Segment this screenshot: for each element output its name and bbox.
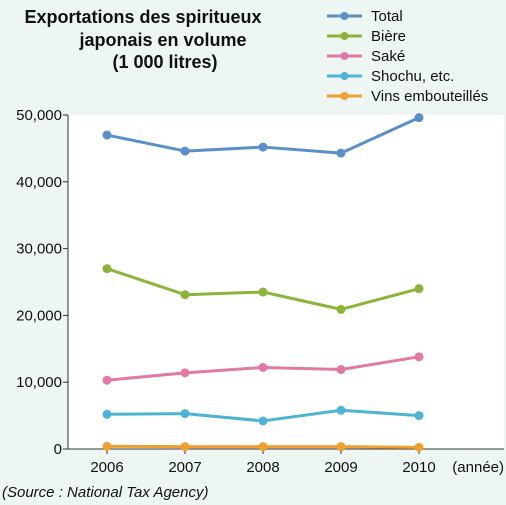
x-tick-label: 2007 — [168, 459, 201, 476]
x-axis-unit-label: (année) — [452, 459, 504, 476]
y-axis: 0 10,000 20,000 30,000 40,000 50,000 — [16, 107, 69, 458]
data-point — [180, 409, 190, 419]
chart-title-line-2: japonais en volume — [78, 30, 246, 50]
data-point — [414, 442, 424, 452]
data-point — [258, 442, 268, 452]
y-tick-label: 0 — [54, 441, 62, 458]
data-point — [180, 368, 190, 378]
data-point — [336, 365, 346, 375]
legend-swatch-marker — [340, 52, 349, 60]
chart-title-line-1: Exportations des spiritueux — [24, 7, 261, 27]
legend-label: Shochu, etc. — [371, 68, 454, 85]
series-bi-re — [102, 264, 424, 314]
x-tick-label: 2009 — [324, 459, 357, 476]
data-point — [336, 405, 346, 415]
legend-label: Bière — [371, 28, 406, 45]
data-point — [102, 409, 112, 419]
data-point — [180, 146, 190, 156]
data-point — [258, 287, 268, 297]
data-point — [180, 442, 190, 452]
x-axis: 2006 2007 2008 2009 2010 (année) — [68, 448, 504, 476]
data-point — [414, 352, 424, 362]
series-vins-embouteill-s — [102, 441, 424, 452]
data-point — [414, 411, 424, 421]
data-point — [180, 290, 190, 300]
data-point — [102, 130, 112, 140]
y-tick-label: 10,000 — [16, 374, 62, 391]
chart-title-line-3: (1 000 litres) — [112, 52, 217, 72]
y-tick-label: 20,000 — [16, 307, 62, 324]
data-point — [102, 441, 112, 451]
data-point — [414, 113, 424, 123]
legend-item: Saké — [327, 48, 405, 65]
x-tick-label: 2010 — [402, 459, 435, 476]
plot-area — [68, 115, 504, 449]
data-point — [414, 284, 424, 294]
x-tick-label: 2006 — [90, 459, 123, 476]
legend-swatch-marker — [340, 32, 349, 40]
y-tick-label: 40,000 — [16, 174, 62, 191]
data-point — [336, 148, 346, 158]
data-point — [102, 375, 112, 385]
y-tick-label: 30,000 — [16, 241, 62, 258]
data-point — [102, 264, 112, 274]
y-tick-label: 50,000 — [16, 107, 62, 124]
legend-label: Saké — [371, 48, 405, 65]
legend-swatch-marker — [340, 92, 349, 100]
legend-swatch-marker — [340, 12, 349, 20]
source-note: (Source : National Tax Agency) — [2, 484, 209, 501]
data-point — [258, 142, 268, 152]
legend: Total Bière Saké Shochu, etc. Vins embouteil… — [327, 8, 488, 105]
data-point — [258, 363, 268, 373]
data-point — [336, 304, 346, 314]
series-sak — [102, 352, 424, 385]
legend-label: Vins embouteillés — [371, 88, 488, 105]
data-point — [336, 442, 346, 452]
legend-item: Vins embouteillés — [327, 88, 488, 105]
series-total — [102, 113, 424, 158]
legend-item: Total — [327, 8, 403, 25]
legend-item: Bière — [327, 28, 406, 45]
x-tick-label: 2008 — [246, 459, 279, 476]
data-point — [258, 416, 268, 426]
series-lines — [102, 113, 424, 452]
series-shochu-etc — [102, 405, 424, 426]
legend-item: Shochu, etc. — [327, 68, 454, 85]
legend-swatch-marker — [340, 72, 349, 80]
legend-label: Total — [371, 8, 403, 25]
